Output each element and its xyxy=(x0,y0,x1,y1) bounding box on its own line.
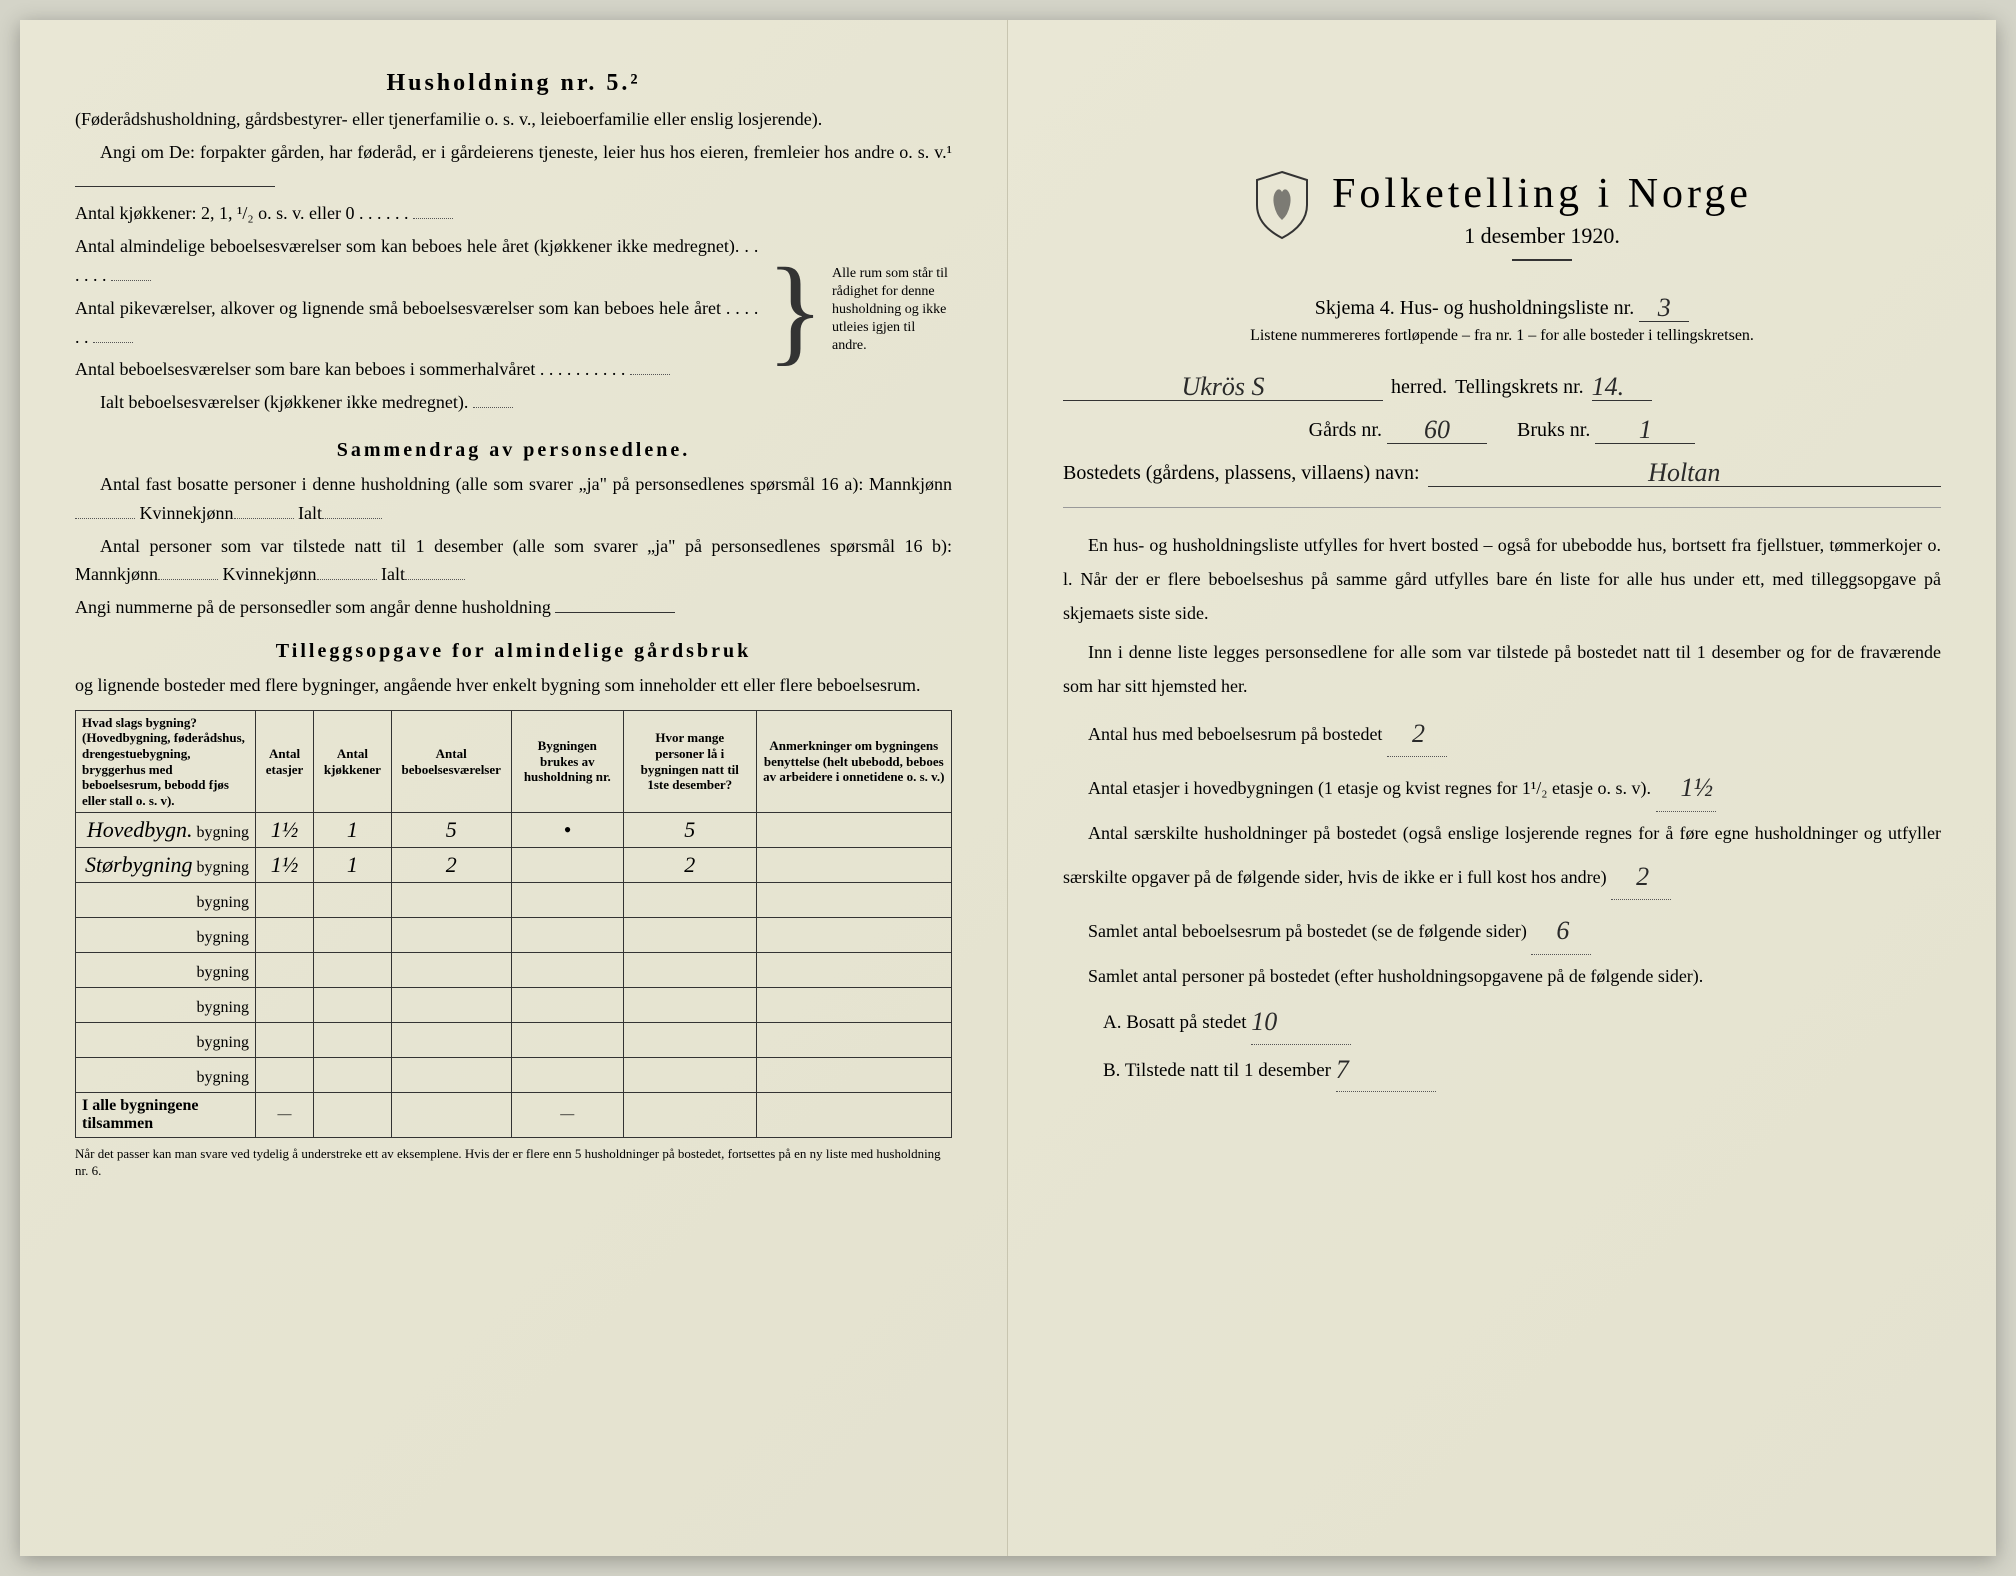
bosted-line: Bostedets (gårdens, plassens, villaens) … xyxy=(1063,456,1941,487)
total-label: I alle bygningene tilsammen xyxy=(76,1093,256,1138)
table-total-row: I alle bygningene tilsammen — — xyxy=(76,1093,952,1138)
rooms-1: Antal almindelige beboelsesværelser som … xyxy=(75,232,758,290)
brace-note: Alle rum som står til rådighet for denne… xyxy=(832,265,952,356)
tillegg-sub: og lignende bosteder med flere bygninger… xyxy=(75,671,952,700)
q4: Samlet antal beboelsesrum på bostedet (s… xyxy=(1063,904,1941,954)
line-a: A. Bosatt på stedet 10 xyxy=(1103,997,1941,1045)
herred-line: Ukrös S herred. Tellingskrets nr. 14. xyxy=(1063,370,1941,401)
table-row: bygning xyxy=(76,988,952,1023)
para2: Inn i denne liste legges personsedlene f… xyxy=(1063,635,1941,703)
th-bygning: Hvad slags bygning? (Hovedbygning, føder… xyxy=(76,710,256,813)
crest-icon xyxy=(1252,170,1312,245)
th-pers: Hvor mange personer lå i bygningen natt … xyxy=(623,710,756,813)
left-intro: (Føderådshusholdning, gårdsbestyrer- ell… xyxy=(75,105,952,195)
q2: Antal etasjer i hovedbygningen (1 etasje… xyxy=(1063,761,1941,811)
sammendrag-heading: Sammendrag av personsedlene. xyxy=(75,439,952,462)
rooms-2: Antal pikeværelser, alkover og lignende … xyxy=(75,294,758,352)
th-anm: Anmerkninger om bygningens benyttelse (h… xyxy=(756,710,951,813)
brace-glyph: } xyxy=(766,256,824,364)
table-row: bygning xyxy=(76,1023,952,1058)
listene-line: Listene nummereres fortløpende – fra nr.… xyxy=(1063,327,1941,345)
kitchens-line: Antal kjøkkener: 2, 1, ¹/₂ o. s. v. elle… xyxy=(75,199,758,228)
table-row: bygning xyxy=(76,883,952,918)
table-row: Hovedbygn. bygning 1½ 1 5 • 5 xyxy=(76,813,952,848)
subtitle: 1 desember 1920. xyxy=(1332,223,1752,249)
angi-num: Angi nummerne på de personsedler som ang… xyxy=(75,593,952,622)
bygning-table: Hvad slags bygning? (Hovedbygning, føder… xyxy=(75,710,952,1139)
th-hush: Bygningen brukes av husholdning nr. xyxy=(511,710,623,813)
q5: Samlet antal personer på bostedet (efter… xyxy=(1063,959,1941,993)
table-row: bygning xyxy=(76,953,952,988)
q3: Antal særskilte husholdninger på bostede… xyxy=(1063,816,1941,901)
intro-2: Angi om De: forpakter gården, har føderå… xyxy=(75,138,952,196)
instructions: En hus- og husholdningsliste utfylles fo… xyxy=(1063,528,1941,993)
left-page: Husholdning nr. 5.² (Føderådshusholdning… xyxy=(20,20,1008,1556)
sammendrag-block: Antal fast bosatte personer i denne hush… xyxy=(75,470,952,622)
table-header-row: Hvad slags bygning? (Hovedbygning, føder… xyxy=(76,710,952,813)
skjema-line: Skjema 4. Hus- og husholdningsliste nr. … xyxy=(1063,291,1941,322)
gards-line: Gårds nr. 60 Bruks nr. 1 xyxy=(1063,413,1941,444)
ab-list: A. Bosatt på stedet 10 B. Tilstede natt … xyxy=(1103,997,1941,1093)
rooms-total: Ialt beboelsesværelser (kjøkkener ikke m… xyxy=(75,388,758,417)
tillegg-heading: Tilleggsopgave for almindelige gårdsbruk xyxy=(75,640,952,663)
document-spread: Husholdning nr. 5.² (Føderådshusholdning… xyxy=(20,20,1996,1556)
divider xyxy=(1063,507,1941,508)
line-b: B. Tilstede natt til 1 desember 7 xyxy=(1103,1045,1941,1093)
total-dash: — xyxy=(256,1093,314,1138)
husholdning-heading: Husholdning nr. 5.² xyxy=(75,70,952,97)
sammendrag-1: Antal fast bosatte personer i denne hush… xyxy=(75,470,952,528)
table-row: Størbygning bygning 1½ 1 2 2 xyxy=(76,848,952,883)
rooms-3: Antal beboelsesværelser som bare kan beb… xyxy=(75,355,758,384)
header-area: Folketelling i Norge 1 desember 1920. xyxy=(1063,170,1941,276)
th-vaer: Antal beboelsesværelser xyxy=(391,710,511,813)
main-title: Folketelling i Norge xyxy=(1332,170,1752,218)
table-row: bygning xyxy=(76,1058,952,1093)
q1: Antal hus med beboelsesrum på bostedet 2 xyxy=(1063,707,1941,757)
th-kjokken: Antal kjøkkener xyxy=(314,710,392,813)
right-page: Folketelling i Norge 1 desember 1920. Sk… xyxy=(1008,20,1996,1556)
rooms-block: Antal kjøkkener: 2, 1, ¹/₂ o. s. v. elle… xyxy=(75,199,952,421)
th-etasjer: Antal etasjer xyxy=(256,710,314,813)
sammendrag-2: Antal personer som var tilstede natt til… xyxy=(75,532,952,590)
table-row: bygning xyxy=(76,918,952,953)
para1: En hus- og husholdningsliste utfylles fo… xyxy=(1063,528,1941,631)
footnote: Når det passer kan man svare ved tydelig… xyxy=(75,1146,952,1180)
intro-1: (Føderådshusholdning, gårdsbestyrer- ell… xyxy=(75,105,952,134)
title-rule xyxy=(1512,259,1572,261)
